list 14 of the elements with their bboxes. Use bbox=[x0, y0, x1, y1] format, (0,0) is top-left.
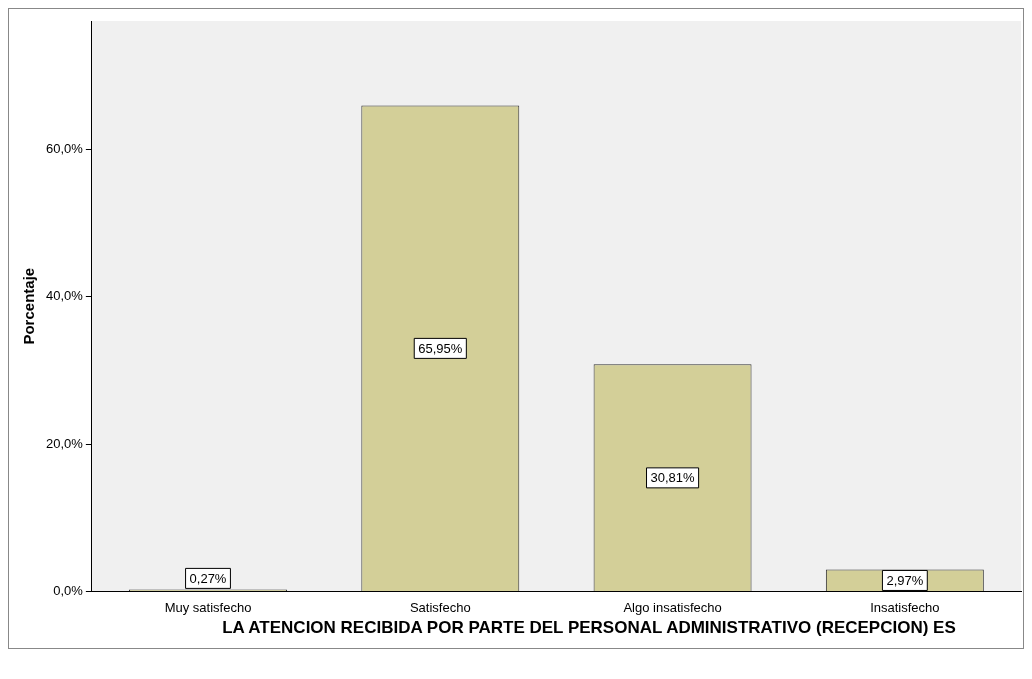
data-label: 30,81% bbox=[650, 470, 696, 486]
x-tick-label: Muy satisfecho bbox=[164, 599, 252, 615]
x-tick-label: Satisfecho bbox=[409, 599, 471, 615]
y-tick-label: 60,0% bbox=[45, 140, 84, 156]
y-tick-label: 40,0% bbox=[45, 288, 84, 304]
y-tick-label: 0,0% bbox=[53, 582, 84, 598]
data-label: 2,97% bbox=[886, 573, 924, 589]
data-label: 65,95% bbox=[418, 340, 463, 356]
x-tick-label: Insatisfecho bbox=[870, 599, 940, 615]
y-tick-label: 20,0% bbox=[45, 435, 84, 451]
y-axis-title: Porcentaje bbox=[20, 267, 38, 345]
x-axis-title: LA ATENCION RECIBIDA POR PARTE DEL PERSONAL ADMINISTRATIVO (RECEPCION) ES bbox=[221, 618, 957, 639]
data-label: 0,27% bbox=[189, 570, 227, 586]
x-tick-label: Algo insatisfecho bbox=[623, 599, 722, 615]
